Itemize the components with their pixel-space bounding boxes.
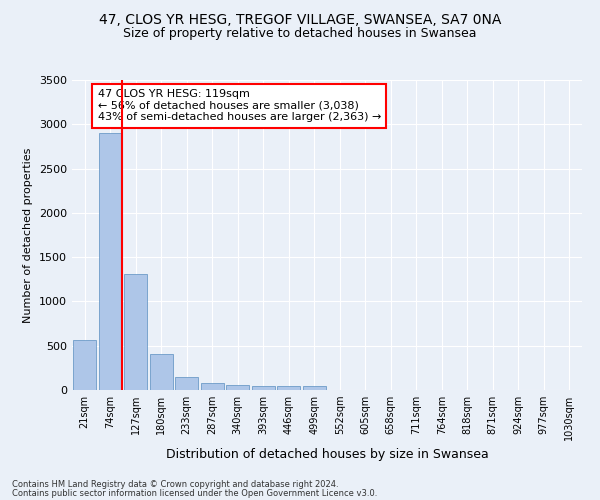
X-axis label: Distribution of detached houses by size in Swansea: Distribution of detached houses by size … xyxy=(166,448,488,462)
Bar xyxy=(252,386,275,390)
Bar xyxy=(124,274,147,390)
Bar xyxy=(73,340,96,390)
Bar xyxy=(175,376,198,390)
Bar xyxy=(226,385,249,390)
Text: Contains HM Land Registry data © Crown copyright and database right 2024.: Contains HM Land Registry data © Crown c… xyxy=(12,480,338,489)
Text: 47 CLOS YR HESG: 119sqm
← 56% of detached houses are smaller (3,038)
43% of semi: 47 CLOS YR HESG: 119sqm ← 56% of detache… xyxy=(97,90,381,122)
Bar xyxy=(201,383,224,390)
Bar xyxy=(99,133,122,390)
Bar xyxy=(303,386,326,390)
Text: 47, CLOS YR HESG, TREGOF VILLAGE, SWANSEA, SA7 0NA: 47, CLOS YR HESG, TREGOF VILLAGE, SWANSE… xyxy=(99,12,501,26)
Text: Contains public sector information licensed under the Open Government Licence v3: Contains public sector information licen… xyxy=(12,489,377,498)
Bar xyxy=(150,354,173,390)
Y-axis label: Number of detached properties: Number of detached properties xyxy=(23,148,34,322)
Bar xyxy=(277,386,300,390)
Text: Size of property relative to detached houses in Swansea: Size of property relative to detached ho… xyxy=(123,28,477,40)
